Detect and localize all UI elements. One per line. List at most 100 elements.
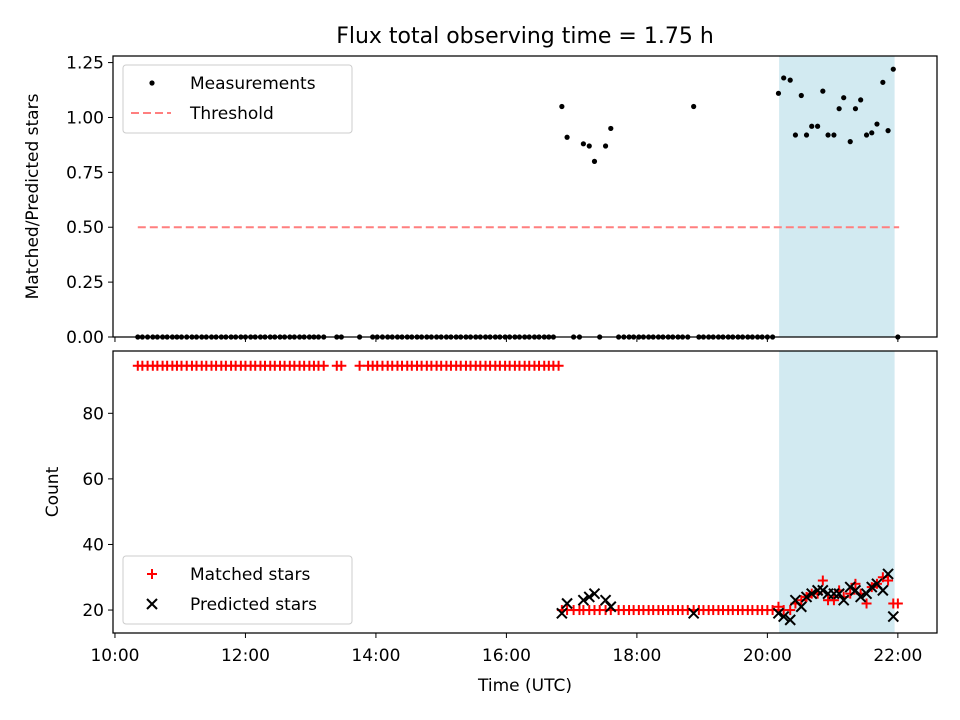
predicted-stars-marker xyxy=(887,610,899,623)
measurement-point xyxy=(874,121,880,127)
measurement-point xyxy=(885,128,891,134)
measurement-point xyxy=(591,158,598,164)
predicted-stars-marker xyxy=(877,584,889,597)
x-stroke xyxy=(583,591,595,603)
measurement-point xyxy=(880,79,886,85)
legend-label: Measurements xyxy=(190,74,316,94)
y-tick-label: 60 xyxy=(82,470,104,490)
y-tick-label: 0.75 xyxy=(66,163,104,183)
measurement-point xyxy=(792,132,799,138)
measurement-point xyxy=(820,88,826,94)
legend-marker-x xyxy=(146,598,158,610)
count-y-axis: 20 40 60 80 xyxy=(82,404,113,621)
y-tick-label: 20 xyxy=(82,601,104,621)
predicted-stars-marker xyxy=(777,610,790,623)
x-stroke xyxy=(854,591,867,603)
predicted-stars-marker xyxy=(556,607,568,620)
predicted-stars-marker xyxy=(866,581,878,593)
y-tick-label: 0.25 xyxy=(66,273,104,293)
x-stroke xyxy=(877,584,889,597)
x-tick-label: 20:00 xyxy=(743,646,792,666)
x-tick-label: 22:00 xyxy=(873,646,922,666)
measurement-point xyxy=(691,103,697,110)
x-stroke xyxy=(556,607,568,620)
predicted-stars-marker xyxy=(817,584,829,597)
x-stroke xyxy=(577,594,590,606)
y-tick-label: 0.00 xyxy=(66,328,104,348)
ratio-x-ticks xyxy=(114,337,899,342)
count-panel: 20 40 60 80 10:00 12:00 14:00 16:00 18:00 20:00 2… xyxy=(43,350,938,666)
legend-label: Predicted stars xyxy=(190,595,317,615)
measurement-point xyxy=(847,139,853,145)
matched-stars-marker xyxy=(553,360,564,371)
matched-stars-marker xyxy=(336,360,347,371)
measurement-point xyxy=(890,66,896,72)
measurement-point xyxy=(586,143,592,149)
x-stroke xyxy=(800,591,813,603)
chart-title: Flux total observing time = 1.75 h xyxy=(336,24,714,49)
measurement-point xyxy=(781,75,787,81)
x-stroke xyxy=(817,584,829,597)
measurement-point xyxy=(852,106,859,112)
x-stroke xyxy=(887,610,899,623)
predicted-stars-marker xyxy=(687,607,700,620)
measurement-point xyxy=(798,92,804,99)
matched-stars-marker xyxy=(773,601,784,612)
x-stroke xyxy=(784,614,796,626)
predicted-stars-marker xyxy=(583,591,595,603)
legend-box xyxy=(122,555,353,625)
predicted-stars-marker xyxy=(828,587,840,600)
predicted-stars-marker xyxy=(772,607,785,620)
measurement-point xyxy=(831,132,837,138)
x-stroke xyxy=(833,587,845,600)
predicted-stars-marker xyxy=(811,584,824,597)
predicted-stars-marker xyxy=(795,601,808,613)
predicted-stars-marker xyxy=(882,568,894,580)
measurement-point xyxy=(841,95,847,101)
count-legend: Matched stars Predicted stars xyxy=(122,555,353,625)
predicted-stars-marker xyxy=(605,601,617,613)
x-axis-label: Time (UTC) xyxy=(477,676,572,696)
legend-marker-dot xyxy=(149,80,155,86)
x-stroke xyxy=(605,601,617,613)
matched-stars-marker xyxy=(354,360,365,371)
measurement-point xyxy=(815,123,821,129)
x-stroke xyxy=(588,587,601,600)
x-stroke xyxy=(882,568,894,580)
y-tick-label: 1.00 xyxy=(66,108,104,128)
measurement-point xyxy=(775,90,782,96)
measurement-point xyxy=(559,103,565,110)
matched-stars-marker xyxy=(828,595,839,606)
measurement-point xyxy=(564,134,570,140)
measurement-point xyxy=(580,141,586,147)
x-stroke xyxy=(837,594,850,606)
ratio-y-axis: 0.00 0.25 0.50 0.75 1.00 1.25 xyxy=(66,54,113,348)
count-x-axis: 10:00 12:00 14:00 16:00 18:00 20:00 22:00 xyxy=(90,633,922,666)
measurement-point xyxy=(858,97,864,103)
predicted-stars-marker xyxy=(784,614,796,626)
x-stroke xyxy=(871,578,883,590)
measurement-point xyxy=(809,123,815,129)
x-stroke xyxy=(844,581,856,593)
highlight-span-rect xyxy=(779,56,895,337)
matched-stars-marker xyxy=(817,575,828,586)
x-stroke xyxy=(777,610,790,623)
legend-box xyxy=(122,64,353,134)
measurement-point xyxy=(608,125,614,132)
x-stroke xyxy=(772,607,785,620)
measurement-point xyxy=(863,132,870,138)
count-y-axis-label: Count xyxy=(43,466,63,517)
predicted-stars-marker xyxy=(854,591,867,603)
y-tick-label: 40 xyxy=(82,535,104,555)
measurement-point xyxy=(869,130,875,136)
measurement-point xyxy=(836,106,842,112)
ratio-y-axis-label: Matched/Predicted stars xyxy=(23,93,43,299)
measurement-point xyxy=(825,132,831,138)
count-axes-frame xyxy=(112,350,938,634)
legend-label: Threshold xyxy=(189,104,274,124)
x-stroke xyxy=(789,594,802,606)
predicted-stars-marker xyxy=(577,594,590,606)
x-stroke xyxy=(811,584,824,597)
predicted-stars-marker xyxy=(561,597,573,610)
